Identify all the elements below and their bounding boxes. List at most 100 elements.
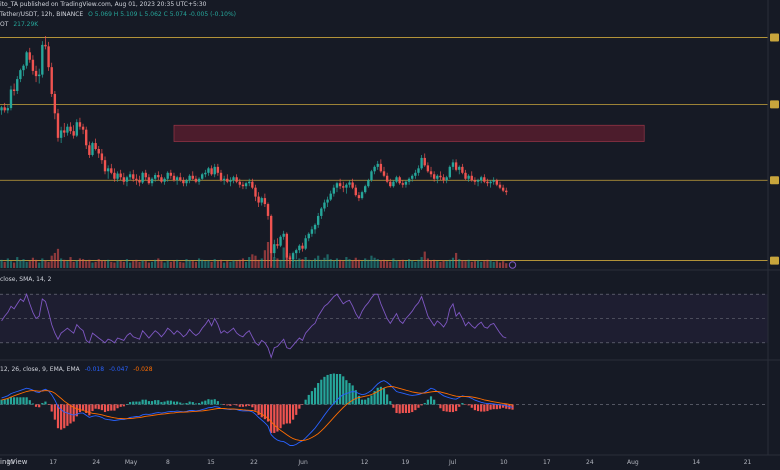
candle-body (113, 172, 116, 179)
macd-histogram-bar (241, 404, 245, 407)
price-pane[interactable] (0, 33, 779, 269)
candle-body (50, 67, 53, 94)
macd-histogram-bar (38, 404, 41, 408)
macd-histogram-bar (451, 404, 455, 413)
volume-bar (244, 261, 248, 268)
macd-histogram-bar (78, 404, 82, 413)
volume-bar (19, 260, 22, 268)
candle-body (122, 177, 126, 182)
macd-histogram-bar (244, 404, 248, 407)
candle-body (88, 145, 91, 155)
macd-histogram-bar (379, 386, 382, 405)
candle-body (448, 166, 452, 178)
macd-histogram-bar (85, 404, 88, 413)
candle-body (207, 168, 210, 173)
macd-histogram-bar (458, 404, 461, 407)
macd-histogram-bar (56, 404, 60, 429)
candle-body (429, 171, 433, 175)
x-tick-label: 19 (402, 459, 410, 466)
candle-body (0, 107, 3, 111)
macd-histogram-bar (213, 399, 216, 405)
macd-histogram-bar (141, 399, 144, 405)
volume-bar (25, 261, 28, 268)
candle-body (241, 184, 245, 187)
candle-body (69, 126, 72, 132)
volume-bar (6, 258, 9, 268)
volume-bar (439, 261, 442, 268)
macd-histogram-bar (404, 404, 408, 413)
macd-histogram-bar (263, 404, 266, 420)
volume-bar (0, 259, 3, 268)
volume-bar (78, 258, 82, 268)
volume-bar (464, 261, 467, 268)
volume-legend: OT 217.29K (0, 21, 41, 28)
x-tick-label: 10 (6, 459, 14, 466)
candle-body (320, 208, 323, 216)
macd-histogram-bar (53, 404, 56, 420)
macd-histogram-bar (370, 395, 373, 405)
volume-bar (480, 261, 483, 268)
volume-bar (166, 260, 169, 268)
macd-histogram-bar (433, 399, 436, 405)
macd-histogram-bar (307, 394, 310, 405)
macd-histogram-bar (495, 404, 498, 410)
candle-body (157, 175, 160, 178)
volume-bar (467, 259, 470, 268)
macd-histogram-bar (364, 399, 367, 405)
candle-body (442, 177, 445, 181)
volume-bar (135, 259, 138, 268)
volume-bar (56, 248, 60, 268)
candle-body (235, 177, 238, 182)
candle-body (163, 178, 166, 182)
volume-bar (329, 259, 332, 268)
candle-body (332, 187, 336, 194)
macd-histogram-bar (426, 399, 429, 405)
rsi-pane[interactable] (0, 292, 768, 359)
macd-histogram-bar (407, 404, 411, 413)
volume-bar (417, 259, 420, 268)
level-price-tag (770, 176, 779, 185)
volume-bar (426, 258, 429, 268)
publisher-line: ito_TA published on TradingView.com, Aug… (0, 1, 209, 8)
macd-histogram-bar (169, 400, 172, 405)
volume-bar (169, 261, 172, 268)
candle-body (229, 180, 232, 182)
macd-histogram-bar (150, 401, 154, 405)
volume-bar (163, 262, 166, 268)
volume-bar (398, 261, 401, 268)
macd-pane[interactable] (0, 373, 768, 446)
macd-histogram-bar (172, 401, 176, 405)
macd-histogram-bar (201, 401, 204, 405)
volume-bar (172, 261, 176, 268)
candle-body (348, 182, 351, 185)
candle-body (34, 70, 38, 77)
candle-body (251, 181, 254, 188)
volume-bar (492, 261, 495, 268)
volume-bar (188, 260, 191, 268)
candle-body (360, 192, 364, 199)
volume-bar (34, 259, 38, 268)
macd-histogram-bar (113, 404, 116, 411)
candle-body (166, 172, 169, 179)
candle-body (364, 186, 367, 193)
candle-body (295, 250, 298, 254)
volume-bar (483, 261, 486, 268)
volume-bar (266, 242, 270, 268)
volume-bar (407, 259, 411, 268)
macd-histogram-bar (22, 397, 25, 405)
macd-histogram-bar (132, 401, 135, 405)
volume-bar (97, 259, 100, 268)
macd-histogram-bar (480, 404, 483, 412)
volume-bar (248, 257, 251, 268)
macd-histogram-bar (97, 404, 100, 410)
candle-body (316, 215, 320, 225)
candle-body (12, 89, 16, 91)
volume-bar (229, 261, 232, 268)
volume-bar (238, 259, 241, 268)
candle-body (291, 253, 295, 260)
macd-histogram-bar (467, 404, 470, 406)
macd-histogram-bar (373, 391, 376, 405)
candle-body (304, 238, 307, 249)
candle-body (213, 166, 216, 175)
